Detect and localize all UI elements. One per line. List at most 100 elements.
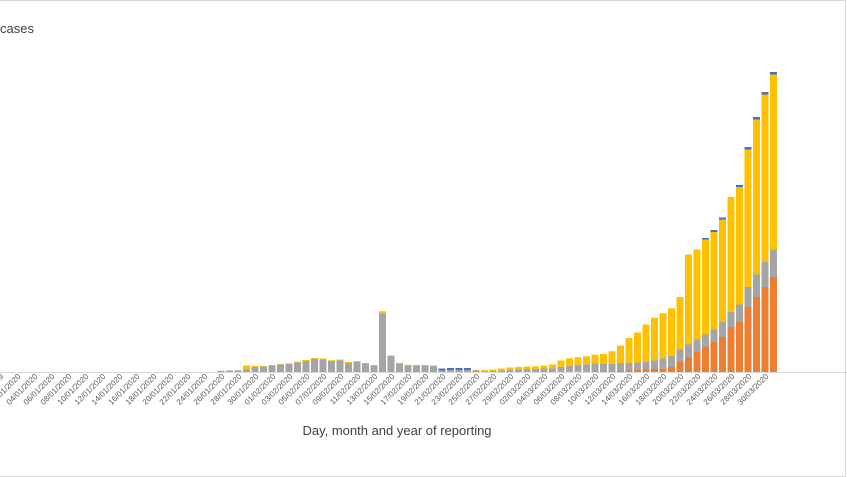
bar-segment-series-4-23-03-2020 <box>702 238 709 240</box>
bar-segment-series-4-23-02-2020 <box>455 368 463 370</box>
bar-segment-series-2-21-03-2020 <box>685 344 692 357</box>
bar-segment-series-2-22-02-2020 <box>447 370 454 372</box>
bar-segment-series-2-02-03-2020 <box>523 369 531 372</box>
bar-segment-series-3-29-02-2020 <box>506 367 514 370</box>
bar-segment-series-3-09-02-2020 <box>336 359 344 361</box>
bar-segment-series-1-28-03-2020 <box>744 307 752 372</box>
bar-segment-series-3-27-03-2020 <box>736 187 743 305</box>
bar-segment-series-3-07-03-2020 <box>566 358 573 366</box>
bar-segment-series-2-29-02-2020 <box>506 370 514 372</box>
bar-segment-series-3-14-02-2020 <box>379 311 386 314</box>
bar-segment-series-3-01-02-2020 <box>268 365 276 366</box>
bar-segment-series-2-19-03-2020 <box>668 355 675 367</box>
bar-segment-series-3-09-03-2020 <box>583 356 590 365</box>
bar-segment-series-2-01-02-2020 <box>268 365 276 372</box>
bar-segment-series-2-04-02-2020 <box>294 362 301 372</box>
bar-segment-series-2-03-03-2020 <box>532 368 539 372</box>
bar-segment-series-2-20-03-2020 <box>676 349 684 362</box>
bar-segment-series-3-11-03-2020 <box>600 354 607 364</box>
bar-segment-series-3-23-03-2020 <box>702 239 709 335</box>
bar-segment-series-3-19-03-2020 <box>668 308 675 356</box>
bar-segment-series-4-22-02-2020 <box>447 368 454 370</box>
bar-segment-series-1-15-03-2020 <box>634 370 641 372</box>
bar-segment-series-2-27-01-2020 <box>226 370 233 372</box>
bar-segment-series-1-18-03-2020 <box>659 368 667 372</box>
bar-segment-series-1-12-03-2020 <box>608 371 616 372</box>
y-axis-label: cases <box>0 21 34 36</box>
bar-segment-series-4-25-03-2020 <box>719 217 726 220</box>
bar-segment-series-2-24-02-2020 <box>464 370 471 372</box>
bar-segment-series-2-16-02-2020 <box>396 363 403 372</box>
bar-segment-series-3-06-03-2020 <box>557 360 565 367</box>
bar-segment-series-1-16-03-2020 <box>642 369 650 372</box>
bar-segment-series-3-24-03-2020 <box>710 232 718 330</box>
bar-segment-series-2-09-02-2020 <box>336 360 344 372</box>
bar-segment-series-2-07-03-2020 <box>566 365 573 372</box>
bar-segment-series-3-05-03-2020 <box>549 364 556 369</box>
bar-segment-series-3-03-03-2020 <box>532 366 539 369</box>
bar-segment-series-4-29-03-2020 <box>753 117 760 120</box>
bar-segment-series-2-05-03-2020 <box>549 368 556 372</box>
bar-segment-series-2-04-03-2020 <box>540 368 548 372</box>
bar-segment-series-2-16-03-2020 <box>642 362 650 370</box>
bar-segment-series-3-08-02-2020 <box>328 360 335 361</box>
bar-segment-series-2-31-01-2020 <box>260 366 267 372</box>
bar-segment-series-2-07-02-2020 <box>319 359 327 372</box>
bar-segment-series-3-03-02-2020 <box>285 363 293 364</box>
bar-segment-series-1-17-03-2020 <box>651 369 658 372</box>
bar-segment-series-3-04-03-2020 <box>540 365 548 369</box>
bar-segment-series-3-15-02-2020 <box>387 355 395 356</box>
bar-segment-series-3-12-02-2020 <box>362 363 369 364</box>
bar-segment-series-3-16-03-2020 <box>642 324 650 362</box>
bar-segment-series-2-28-02-2020 <box>498 370 505 372</box>
bar-segment-series-2-02-02-2020 <box>277 364 284 372</box>
bar-segment-series-3-06-02-2020 <box>311 358 318 359</box>
bar-segment-series-3-10-03-2020 <box>591 354 599 364</box>
bar-segment-series-2-28-01-2020 <box>234 370 242 372</box>
bar-segment-series-1-27-03-2020 <box>736 322 743 372</box>
bar-segment-series-3-17-03-2020 <box>651 317 658 361</box>
bar-segment-series-2-12-03-2020 <box>608 363 616 372</box>
bar-segment-series-2-23-02-2020 <box>455 370 463 372</box>
bar-segment-series-3-04-02-2020 <box>294 361 301 363</box>
bar-segment-series-1-21-03-2020 <box>685 357 692 372</box>
bar-segment-series-2-22-03-2020 <box>693 339 701 352</box>
bar-segment-series-2-14-02-2020 <box>379 313 386 372</box>
bar-segment-series-3-30-01-2020 <box>251 366 259 367</box>
bar-segment-series-3-13-02-2020 <box>370 365 378 366</box>
bar-segment-series-3-28-02-2020 <box>498 368 505 371</box>
bar-segment-series-2-27-03-2020 <box>736 304 743 322</box>
bar-segment-series-2-20-02-2020 <box>430 366 437 372</box>
bar-segment-series-3-19-02-2020 <box>421 365 429 366</box>
bar-segment-series-1-20-03-2020 <box>676 362 684 372</box>
bar-segment-series-3-07-02-2020 <box>319 358 327 360</box>
bar-segment-series-1-30-03-2020 <box>761 287 769 372</box>
bar-segment-series-3-31-01-2020 <box>260 366 267 367</box>
bar-segment-series-3-11-02-2020 <box>353 361 361 362</box>
bar-segment-series-3-16-02-2020 <box>396 363 403 364</box>
bar-segment-series-4-24-03-2020 <box>710 230 718 232</box>
bar-segment-series-3-30-03-2020 <box>761 94 769 262</box>
bar-segment-series-3-14-03-2020 <box>625 338 633 363</box>
bar-segment-series-1-13-03-2020 <box>617 371 624 372</box>
bar-segment-series-2-17-03-2020 <box>651 360 658 369</box>
bar-segment-series-2-11-02-2020 <box>353 362 361 372</box>
bar-segment-series-1-29-03-2020 <box>753 297 760 372</box>
bar-segment-series-2-30-03-2020 <box>761 262 769 287</box>
bar-segment-series-3-02-03-2020 <box>523 366 531 369</box>
bar-segment-series-2-28-03-2020 <box>744 287 752 307</box>
bar-segment-series-3-13-03-2020 <box>617 345 624 363</box>
bar-segment-series-2-26-03-2020 <box>727 312 735 327</box>
bar-segment-series-3-31-03-2020 <box>770 74 777 250</box>
bar-segment-series-3-20-02-2020 <box>430 365 437 366</box>
bar-segment-series-2-13-02-2020 <box>370 365 378 372</box>
bar-segment-series-3-28-03-2020 <box>744 149 752 287</box>
bar-segment-series-2-31-03-2020 <box>770 249 777 277</box>
bar-segment-series-4-24-02-2020 <box>464 368 471 370</box>
bar-segment-series-2-18-03-2020 <box>659 358 667 369</box>
bar-segment-series-1-23-03-2020 <box>702 347 709 372</box>
bar-segment-series-3-25-02-2020 <box>472 369 480 371</box>
bar-segment-series-2-29-01-2020 <box>243 369 250 372</box>
bar-segment-series-4-28-03-2020 <box>744 147 752 150</box>
bar-segment-series-3-10-02-2020 <box>345 362 352 363</box>
